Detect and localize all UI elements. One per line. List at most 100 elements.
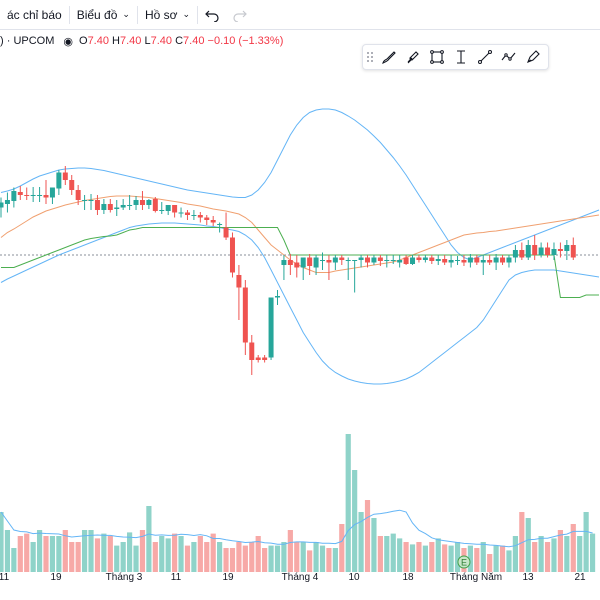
volume-bar — [133, 545, 139, 572]
volume-bar — [4, 530, 11, 572]
time-axis: 11 19 Tháng 3 11 19 Tháng 4 10 18 Tháng Năm 13 21 — [0, 572, 600, 588]
volume-bar — [281, 542, 287, 572]
candle — [75, 185, 81, 205]
indicators-button[interactable]: ác chỉ báo — [0, 0, 69, 30]
volume-bar — [339, 524, 345, 572]
volume-bar — [435, 538, 441, 572]
symbol-label[interactable]: ) · UPCOM — [0, 35, 55, 47]
event-marker[interactable]: E — [457, 555, 471, 569]
volume-bar — [519, 512, 525, 572]
toolbar-divider — [68, 5, 70, 24]
highlighter-tool[interactable] — [401, 45, 425, 69]
candle-body — [390, 260, 396, 261]
volume-bar — [467, 545, 473, 572]
brush-icon — [382, 51, 396, 65]
candle-body — [532, 245, 538, 255]
volume-bar — [217, 542, 223, 572]
redo-button[interactable] — [226, 0, 254, 30]
volume-bar — [557, 530, 564, 572]
volume-bar — [255, 536, 261, 572]
candle-body — [94, 200, 100, 210]
candle-body — [352, 260, 358, 261]
time-axis-label: 10 — [348, 572, 360, 583]
candle-body — [410, 257, 416, 264]
candle-body — [487, 260, 493, 263]
candle-body — [442, 259, 448, 263]
candle — [429, 255, 435, 264]
candlesticks — [0, 166, 576, 375]
text-tool[interactable] — [449, 45, 473, 69]
candle-body — [107, 204, 113, 210]
profile-menu-label: Hồ sơ — [144, 7, 178, 22]
rectangle-tool[interactable] — [425, 45, 449, 69]
candle — [172, 205, 178, 218]
bollinger-bands — [0, 108, 600, 385]
candle-body — [493, 257, 499, 263]
candle-body — [30, 195, 36, 196]
volume-bar — [0, 512, 4, 572]
volume-bar — [345, 434, 351, 572]
grip-handle[interactable] — [363, 51, 377, 63]
candle — [210, 216, 216, 226]
profile-menu-button[interactable]: Hồ sơ ⌄ — [138, 0, 197, 30]
candle — [4, 192, 10, 213]
candle — [519, 242, 525, 260]
time-axis-label: 11 — [170, 572, 182, 583]
candle — [69, 175, 75, 195]
candle-body — [242, 287, 248, 343]
candle-body — [365, 257, 371, 263]
candle-body — [294, 262, 300, 268]
eye-icon[interactable]: ◉ — [63, 35, 73, 48]
volume-bar — [184, 545, 191, 572]
candle-body — [274, 296, 280, 298]
candle-body — [564, 245, 570, 251]
trend-line-icon — [478, 50, 492, 64]
toolbar-divider — [197, 5, 199, 24]
volume-bar — [229, 548, 236, 572]
candle — [184, 210, 190, 220]
candle-body — [37, 195, 43, 196]
path-tool[interactable] — [497, 45, 521, 69]
candle — [570, 237, 576, 260]
pen-icon — [527, 50, 540, 63]
candle-body — [139, 200, 145, 205]
brush-tool[interactable] — [377, 45, 401, 69]
candle-body — [56, 172, 62, 189]
candle-body — [545, 247, 551, 255]
candle-body — [0, 202, 4, 208]
candle — [146, 199, 152, 209]
support-line — [1, 227, 599, 298]
chart-menu-button[interactable]: Biểu đồ ⌄ — [70, 0, 137, 30]
candle-body — [339, 257, 345, 260]
volume-bar — [75, 542, 81, 572]
volume-bar — [249, 542, 255, 572]
candle-body — [500, 257, 506, 263]
candle — [242, 280, 248, 355]
candle-body — [11, 191, 17, 201]
volume-bar — [390, 533, 396, 572]
volume-bar — [223, 548, 229, 572]
trend-line-tool[interactable] — [473, 45, 497, 69]
candle — [107, 199, 113, 213]
candle-body — [120, 205, 126, 208]
candle-body — [538, 247, 544, 255]
volume-bar — [487, 554, 493, 572]
ohlc-legend: ) · UPCOM ◉ O 7.40 H 7.40 L 7.40 C 7.40 −0.1… — [0, 33, 283, 49]
candle — [268, 297, 274, 360]
volume-bar — [499, 545, 506, 572]
indicators-label: ác chỉ báo — [7, 7, 62, 22]
volume-bar — [274, 545, 281, 572]
candle — [461, 255, 467, 266]
undo-button[interactable] — [198, 0, 226, 30]
candle-body — [165, 205, 171, 211]
candle — [114, 200, 120, 216]
volume-bar — [114, 545, 120, 572]
volume-bar — [397, 538, 403, 572]
volume-bar — [583, 512, 589, 572]
candle-body — [422, 257, 428, 260]
candle-body — [461, 260, 467, 263]
volume-bar — [577, 536, 583, 572]
pen-tool[interactable] — [521, 45, 545, 69]
candle — [403, 255, 409, 265]
